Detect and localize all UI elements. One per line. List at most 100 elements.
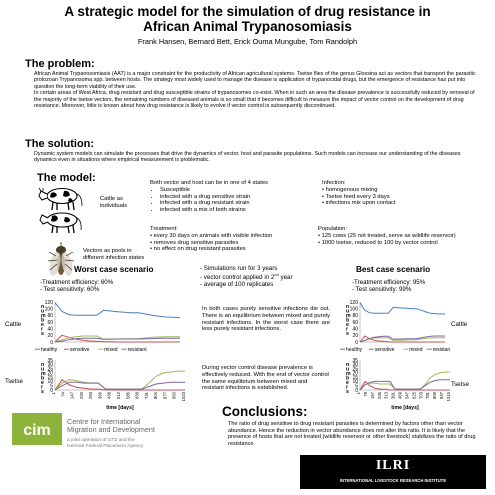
legend-entry: sensitive xyxy=(70,347,90,353)
cim-logo: cim xyxy=(12,413,62,445)
y-tick-label: 35 xyxy=(352,358,358,364)
x-tick-label: 1015 xyxy=(446,391,451,401)
y-axis-label-char: s xyxy=(41,331,44,337)
y-axis-label-char: s xyxy=(346,331,349,337)
best-case-params: -Treatment efficiency: 95% - Test sensit… xyxy=(352,279,426,293)
y-tick-label: 0 xyxy=(50,340,53,346)
y-tick-label: 40 xyxy=(352,326,358,332)
cattle-label: Cattle as individuals xyxy=(100,196,128,209)
x-tick-label: 157 xyxy=(370,391,375,399)
series-line-resistant xyxy=(54,381,185,391)
x-tick-label: 1023 xyxy=(181,391,186,401)
series-line-resistant xyxy=(54,337,180,343)
y-tick-label: 100 xyxy=(45,306,54,312)
series-line-sensitive xyxy=(54,334,180,343)
cow-icon xyxy=(38,187,83,211)
x-tick-label: 147 xyxy=(70,391,75,399)
y-axis-label-char: u xyxy=(41,367,44,373)
y-tick-label: 35 xyxy=(47,358,53,364)
y-axis-label-char: n xyxy=(346,362,349,368)
x-tick-label: 658 xyxy=(135,391,140,399)
y-axis-label-char: e xyxy=(346,380,349,386)
cim-name: Centre for International Migration and D… xyxy=(67,417,155,435)
legend-entry: healthy xyxy=(346,347,363,353)
y-tick-label: 20 xyxy=(47,371,53,377)
legend-entry: sensitive xyxy=(375,347,395,353)
y-axis-label-char: r xyxy=(346,327,348,333)
y-tick-label: 0 xyxy=(355,388,358,394)
row-label-tsetse-left: Tsetse xyxy=(5,378,23,385)
title-line-1: A strategic model for the simulation of … xyxy=(64,4,431,19)
conclusions-heading: Conclusions: xyxy=(222,404,308,419)
y-tick-label: 25 xyxy=(47,366,53,372)
x-tick-label: 74 xyxy=(60,391,65,396)
x-tick-label: 804 xyxy=(153,391,158,399)
problem-paragraph-1: African Animal Trypanosomiasis (AAT) is … xyxy=(34,71,476,90)
state-item: Susceptible xyxy=(160,187,325,194)
treatment-title: Treatment: xyxy=(150,226,178,232)
title-line-2: African Animal Trypanosomiasis xyxy=(143,19,352,34)
states-intro: Both vector and host can be in one of 4 … xyxy=(150,180,268,186)
y-tick-label: 80 xyxy=(352,313,358,319)
y-tick-label: 100 xyxy=(350,306,359,312)
x-tick-label: 366 xyxy=(97,391,102,399)
row-label-cattle-left: Cattle xyxy=(5,321,22,328)
series-line-sensitive xyxy=(359,335,445,343)
y-axis-label-char: m xyxy=(41,371,46,377)
y-tick-label: 10 xyxy=(47,379,53,385)
simulation-params: - Simulations run for 3 years - vector c… xyxy=(200,265,293,289)
ilri-logo: ILRI INTERNATIONAL LIVESTOCK RESEARCH IN… xyxy=(300,455,486,489)
model-heading: The model: xyxy=(37,172,96,184)
series-line-sensitive xyxy=(359,380,450,391)
vectors-label: Vectors as pools in different infection … xyxy=(83,248,145,261)
y-tick-label: 15 xyxy=(352,375,358,381)
treatment-item: • every 30 days on animals with visible … xyxy=(150,232,273,239)
y-tick-label: 5 xyxy=(50,384,53,390)
y-tick-label: 15 xyxy=(47,375,53,381)
y-tick-label: 20 xyxy=(352,333,358,339)
y-axis-label-char: u xyxy=(346,309,349,315)
series-line-sensitive xyxy=(54,378,185,391)
tsetse-results-note: During vector control disease prevalence… xyxy=(202,365,329,392)
ilri-fullname: INTERNATIONAL LIVESTOCK RESEARCH INSTITU… xyxy=(339,478,447,483)
y-axis-label-char: n xyxy=(346,304,349,310)
y-axis-label-char: b xyxy=(41,376,44,382)
treatment-item: • no effect on drug resistant parasites xyxy=(150,246,246,253)
poster-title: A strategic model for the simulation of … xyxy=(0,4,495,34)
y-tick-label: 30 xyxy=(47,362,53,368)
y-tick-label: 40 xyxy=(47,326,53,332)
y-axis-label-char: e xyxy=(41,322,44,328)
x-tick-label: 877 xyxy=(162,391,167,399)
population-item: • 1000 tsetse, reduced to 100 by vector … xyxy=(318,239,438,246)
tsetse-fly-icon xyxy=(47,242,75,276)
series-line-healthy xyxy=(359,302,445,315)
y-axis-label-char: r xyxy=(346,385,348,391)
infection-item: • infections mix upon contact xyxy=(322,200,396,207)
y-tick-label: 10 xyxy=(352,379,358,385)
authors: Frank Hansen, Bernard Bett, Erick Ouma M… xyxy=(137,37,358,46)
conclusions-text: The ratio of drug sensitive to drug resi… xyxy=(228,421,476,447)
treatment-item: • removes drug sensitive parasites xyxy=(150,239,239,246)
legend-entry: resistant xyxy=(128,347,148,353)
y-axis-label-char: u xyxy=(41,309,44,315)
x-tick-label: 293 xyxy=(88,391,93,399)
cim-affiliation: a joint operation of GTZ and the German … xyxy=(67,438,143,449)
state-item: infected with a drug resistant strain xyxy=(160,200,325,207)
x-tick-label: 391 xyxy=(391,391,396,399)
y-tick-label: 20 xyxy=(352,371,358,377)
y-tick-label: 80 xyxy=(47,313,53,319)
best-case-title: Best case scenario xyxy=(356,265,431,274)
y-axis-label-char: n xyxy=(41,304,44,310)
problem-paragraph-2: In certain areas of West Africa, drug re… xyxy=(34,90,475,110)
x-tick-label: 585 xyxy=(125,391,130,399)
x-tick-label: 79 xyxy=(363,391,368,396)
y-axis-label-char: s xyxy=(346,389,349,395)
y-tick-label: 120 xyxy=(350,300,359,306)
y-tick-label: 60 xyxy=(47,320,53,326)
y-axis-label-char: b xyxy=(346,318,349,324)
